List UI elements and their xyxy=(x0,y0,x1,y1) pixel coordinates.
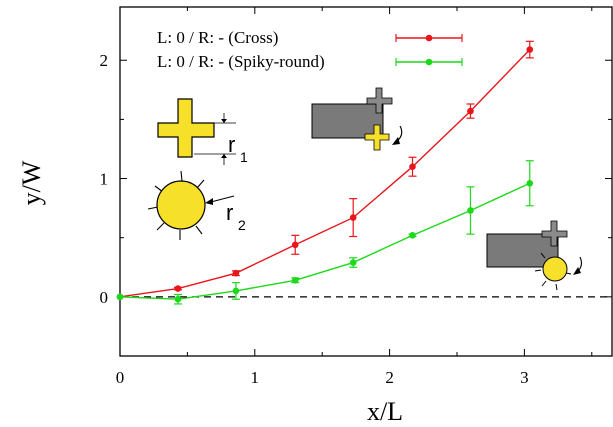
cross-particle-illustration: r 1 xyxy=(157,98,248,165)
y-ticks: 0 1 2 xyxy=(100,51,612,357)
cross-particle-icon xyxy=(157,98,215,158)
data-point xyxy=(526,179,534,187)
data-point xyxy=(349,214,357,221)
r1-arrowhead-bottom xyxy=(221,154,227,158)
data-point xyxy=(174,295,182,303)
rotation-arrowhead-2 xyxy=(573,267,581,275)
series-line xyxy=(119,182,531,300)
series-layer xyxy=(116,40,534,305)
block-with-cross-illustration xyxy=(311,87,403,151)
y-axis-label: y/W xyxy=(17,160,46,205)
legend-sample-spiky xyxy=(395,58,463,66)
small-spiky-spikes xyxy=(534,252,572,291)
rotation-arrowhead xyxy=(392,137,400,145)
small-spiky-particle-icon xyxy=(542,256,568,282)
data-point xyxy=(116,293,124,301)
gray-cross-icon-2 xyxy=(541,220,568,247)
plot-frame xyxy=(119,6,613,357)
legend-marker xyxy=(425,58,433,66)
x-tick-label: 1 xyxy=(251,368,260,387)
yellow-cross-icon xyxy=(364,124,390,151)
x-tick-label: 2 xyxy=(385,368,394,387)
gray-cross-icon xyxy=(366,87,393,114)
legend-sample-cross xyxy=(395,34,463,42)
r2-subscript: 2 xyxy=(238,217,246,233)
y-tick-label: 2 xyxy=(100,51,109,70)
spiky-particle-illustration: r 2 xyxy=(147,170,246,240)
block-with-spiky-illustration xyxy=(486,220,583,291)
x-ticks: 0 1 2 3 xyxy=(116,7,593,387)
r2-arrowhead xyxy=(205,198,213,205)
data-point xyxy=(526,46,534,53)
r1-label: r xyxy=(228,132,235,157)
series-0 xyxy=(116,40,534,301)
data-point xyxy=(467,207,474,214)
y-tick-label: 1 xyxy=(100,170,109,189)
legend: L: 0 / R: - (Cross) L: 0 / R: - (Spiky-r… xyxy=(157,28,463,71)
gray-block xyxy=(311,103,384,139)
series-line xyxy=(119,49,531,298)
data-point xyxy=(349,259,357,266)
x-tick-label: 0 xyxy=(116,368,125,387)
data-point xyxy=(174,285,182,292)
data-point xyxy=(409,232,416,239)
series-1 xyxy=(116,160,534,305)
data-point xyxy=(291,276,299,284)
r2-label: r xyxy=(226,200,233,225)
data-point xyxy=(409,163,416,171)
x-axis-label: x/L xyxy=(367,397,403,426)
spiky-particle-spikes xyxy=(147,170,205,240)
legend-label-cross: L: 0 / R: - (Cross) xyxy=(157,28,278,47)
legend-label-spiky: L: 0 / R: - (Spiky-round) xyxy=(157,52,325,71)
data-point xyxy=(232,269,240,277)
r1-subscript: 1 xyxy=(240,149,248,165)
legend-marker xyxy=(425,34,433,42)
y-tick-label: 0 xyxy=(100,288,109,307)
r1-arrowhead-top xyxy=(221,119,227,123)
data-point xyxy=(467,107,474,115)
data-point xyxy=(291,241,299,249)
x-tick-label: 3 xyxy=(520,368,529,387)
data-point xyxy=(232,287,240,295)
spiky-particle-icon xyxy=(156,180,206,230)
